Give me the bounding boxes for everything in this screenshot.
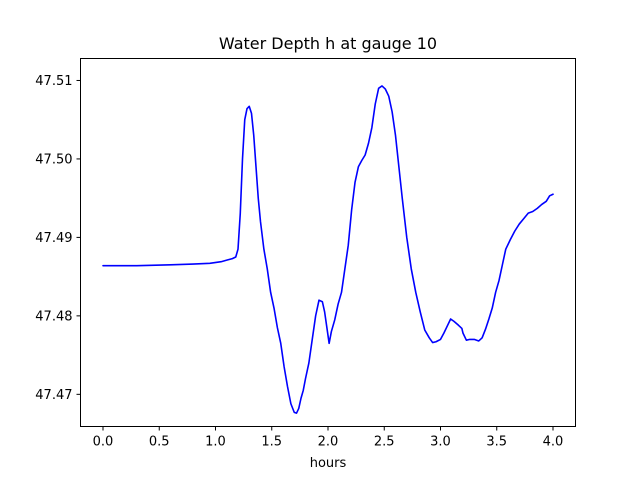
- x-tick-label: 0.5: [149, 435, 170, 450]
- x-tick-label: 1.0: [205, 435, 226, 450]
- y-tick-label: 47.50: [35, 152, 72, 167]
- plot-area: [102, 85, 554, 414]
- x-tick-label: 3.5: [486, 435, 507, 450]
- x-axis-ticks: 0.0 0.5 1.0 1.5 2.0 2.5 3.0 3.5 4.0: [93, 426, 564, 450]
- series-line: [102, 85, 554, 414]
- x-tick-label: 3.0: [430, 435, 451, 450]
- y-tick-label: 47.49: [35, 231, 72, 246]
- x-tick-label: 1.5: [261, 435, 282, 450]
- x-tick-label: 2.0: [318, 435, 339, 450]
- y-tick-label: 47.47: [35, 388, 72, 403]
- x-tick-label: 4.0: [543, 435, 564, 450]
- y-tick-label: 47.48: [35, 309, 72, 324]
- x-tick-label: 2.5: [374, 435, 395, 450]
- chart-title: Water Depth h at gauge 10: [219, 34, 437, 53]
- y-tick-label: 47.51: [35, 74, 72, 89]
- x-axis-label: hours: [310, 456, 347, 471]
- axes-frame: [80, 58, 576, 427]
- x-tick-label: 0.0: [93, 435, 114, 450]
- y-axis-ticks: 47.47 47.48 47.49 47.50 47.51: [35, 74, 81, 403]
